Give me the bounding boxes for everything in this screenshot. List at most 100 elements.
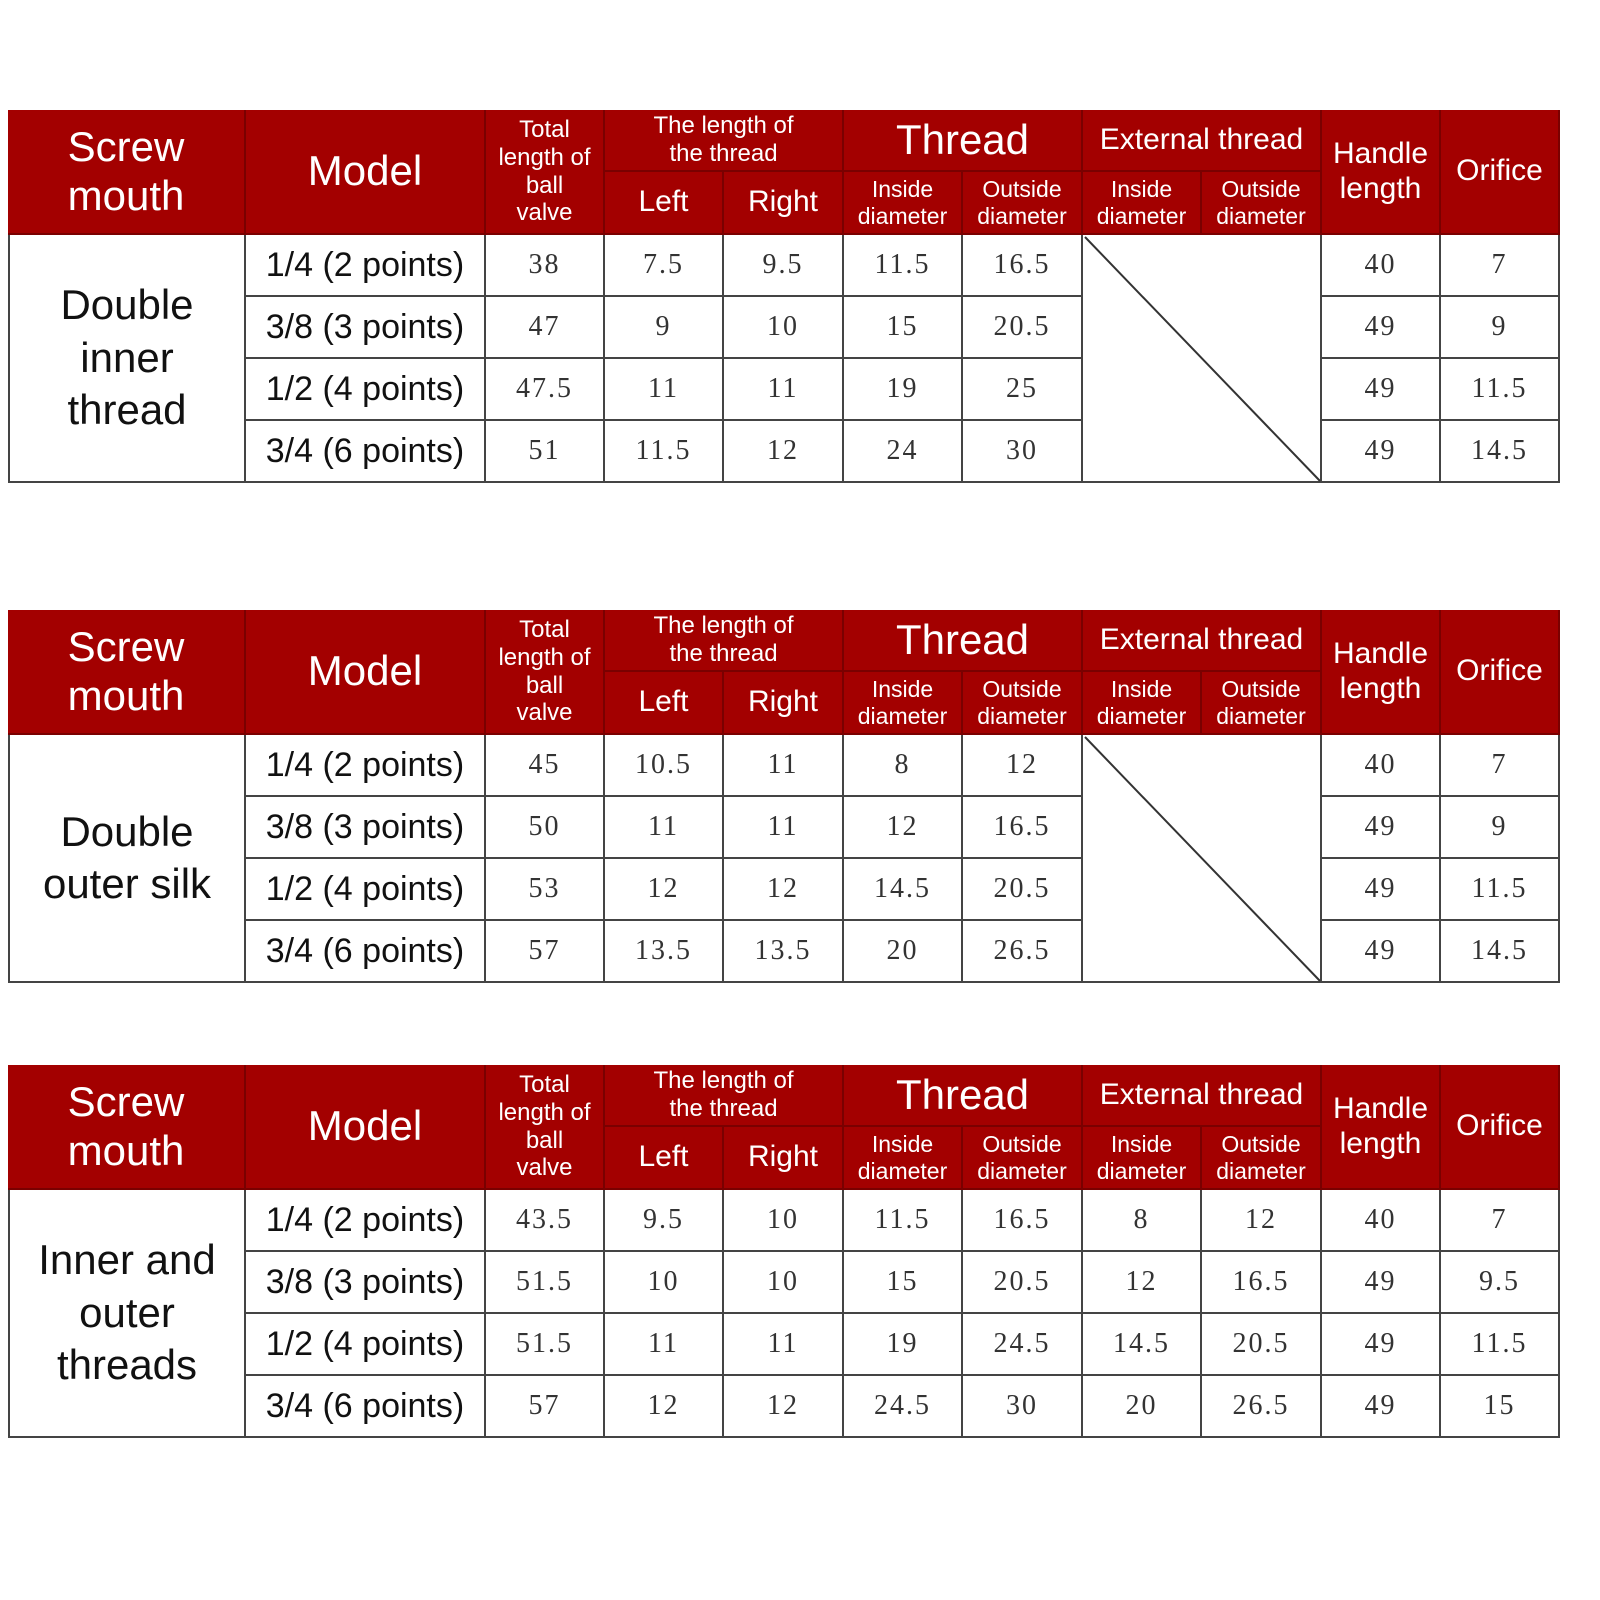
value-cell-right-text: 10	[767, 1204, 799, 1235]
header-right: Right	[724, 1127, 844, 1190]
value-cell-thread-out-text: 12	[1006, 749, 1038, 780]
header-thread-inside-diameter-text: Inside diameter	[857, 176, 948, 229]
value-cell-handle-text: 49	[1364, 435, 1397, 466]
header-thread-outside-diameter-text: Outside diameter	[977, 676, 1067, 729]
value-cell-total: 50	[486, 797, 605, 859]
value-cell-total: 51.5	[486, 1252, 605, 1314]
value-cell-orifice-text: 11.5	[1471, 373, 1528, 404]
screw-mouth-cell-text: Double outer silk	[42, 807, 212, 908]
value-cell-right: 9.5	[724, 235, 844, 297]
value-cell-left: 7.5	[605, 235, 724, 297]
header-model-text: Model	[307, 647, 423, 695]
value-cell-left: 12	[605, 859, 724, 921]
header-thread-length: The length of the thread	[605, 610, 844, 672]
value-cell-orifice: 14.5	[1441, 921, 1560, 983]
value-cell-orifice-text: 11.5	[1471, 1328, 1528, 1359]
value-cell-thread-in-text: 11.5	[874, 249, 931, 280]
value-cell-total: 51.5	[486, 1314, 605, 1376]
header-thread-outside-diameter: Outside diameter	[963, 672, 1083, 735]
header-model-text: Model	[307, 147, 423, 195]
value-cell-handle-text: 40	[1364, 1204, 1397, 1235]
value-cell-right-text: 12	[767, 873, 799, 904]
header-external-thread-text: External thread	[1099, 122, 1304, 156]
value-cell-thread-in-text: 11.5	[874, 1204, 931, 1235]
value-cell-thread-out-text: 20.5	[993, 1266, 1051, 1297]
header-screw-mouth: Screw mouth	[8, 610, 246, 735]
header-external-inside-diameter: Inside diameter	[1083, 172, 1202, 235]
value-cell-left: 13.5	[605, 921, 724, 983]
header-thread-inside-diameter-text: Inside diameter	[857, 676, 948, 729]
value-cell-right: 10	[724, 1252, 844, 1314]
value-cell-total-text: 51	[528, 435, 561, 466]
value-cell-thread-in-text: 15	[886, 311, 919, 342]
value-cell-right: 12	[724, 859, 844, 921]
value-cell-handle-text: 40	[1364, 749, 1397, 780]
screw-mouth-cell: Inner and outer threads	[8, 1190, 246, 1438]
header-left: Left	[605, 1127, 724, 1190]
screw-mouth-cell-text: Double inner thread	[60, 281, 194, 434]
value-cell-orifice-text: 9.5	[1479, 1266, 1520, 1297]
model-cell-text: 1/2 (4 points)	[265, 1324, 465, 1363]
value-cell-thread-in-text: 20	[886, 935, 919, 966]
header-handle-length-text: Handle length	[1332, 1092, 1429, 1160]
value-cell-orifice: 9	[1441, 797, 1560, 859]
header-handle-length-text: Handle length	[1332, 137, 1429, 205]
value-cell-total: 38	[486, 235, 605, 297]
value-cell-thread-out-text: 20.5	[993, 873, 1051, 904]
value-cell-thread-out-text: 25	[1006, 373, 1038, 404]
header-handle-length: Handle length	[1322, 1065, 1441, 1190]
value-cell-handle: 49	[1322, 421, 1441, 483]
value-cell-right-text: 11	[767, 1328, 799, 1359]
header-thread-length: The length of the thread	[605, 110, 844, 172]
value-cell-total: 45	[486, 735, 605, 797]
value-cell-orifice: 14.5	[1441, 421, 1560, 483]
header-orifice-text: Orifice	[1456, 1109, 1543, 1143]
header-thread-inside-diameter: Inside diameter	[844, 1127, 963, 1190]
model-cell-text: 3/8 (3 points)	[265, 307, 465, 346]
value-cell-left-text: 11	[648, 1328, 679, 1359]
header-left-text: Left	[638, 185, 689, 219]
value-cell-orifice-text: 9	[1491, 311, 1508, 342]
value-cell-total-text: 51.5	[516, 1328, 573, 1359]
value-cell-total-text: 45	[528, 749, 561, 780]
model-cell: 3/8 (3 points)	[246, 297, 486, 359]
header-external-inside-diameter-text: Inside diameter	[1096, 676, 1187, 729]
value-cell-ext-in-text: 8	[1133, 1204, 1150, 1235]
header-external-outside-diameter-text: Outside diameter	[1216, 676, 1306, 729]
value-cell-handle-text: 40	[1364, 249, 1397, 280]
value-cell-handle-text: 49	[1364, 811, 1397, 842]
header-thread-outside-diameter: Outside diameter	[963, 172, 1083, 235]
value-cell-right-text: 11	[767, 811, 799, 842]
value-cell-right-text: 11	[767, 749, 799, 780]
value-cell-handle: 49	[1322, 797, 1441, 859]
header-external-outside-diameter-text: Outside diameter	[1216, 1131, 1306, 1184]
header-external-outside-diameter: Outside diameter	[1202, 672, 1322, 735]
value-cell-thread-out: 26.5	[963, 921, 1083, 983]
value-cell-handle-text: 49	[1364, 1390, 1397, 1421]
value-cell-thread-out-text: 20.5	[993, 311, 1051, 342]
header-orifice: Orifice	[1441, 610, 1560, 735]
value-cell-thread-out: 20.5	[963, 297, 1083, 359]
value-cell-total-text: 57	[528, 1390, 561, 1421]
header-handle-length-text: Handle length	[1332, 637, 1429, 705]
value-cell-thread-out: 24.5	[963, 1314, 1083, 1376]
value-cell-thread-out-text: 30	[1006, 435, 1038, 466]
value-cell-thread-in: 19	[844, 359, 963, 421]
value-cell-left-text: 12	[647, 873, 680, 904]
value-cell-right: 13.5	[724, 921, 844, 983]
value-cell-thread-out-text: 16.5	[993, 811, 1051, 842]
value-cell-handle: 49	[1322, 359, 1441, 421]
value-cell-thread-in: 19	[844, 1314, 963, 1376]
value-cell-total-text: 47	[528, 311, 561, 342]
value-cell-left: 11	[605, 797, 724, 859]
value-cell-ext-out: 16.5	[1202, 1252, 1322, 1314]
header-external-inside-diameter-text: Inside diameter	[1096, 1131, 1187, 1184]
value-cell-right: 10	[724, 1190, 844, 1252]
header-right: Right	[724, 672, 844, 735]
value-cell-handle: 49	[1322, 297, 1441, 359]
value-cell-handle-text: 49	[1364, 1266, 1397, 1297]
value-cell-thread-in: 8	[844, 735, 963, 797]
value-cell-handle: 49	[1322, 1252, 1441, 1314]
value-cell-handle-text: 49	[1364, 373, 1397, 404]
value-cell-total: 57	[486, 921, 605, 983]
